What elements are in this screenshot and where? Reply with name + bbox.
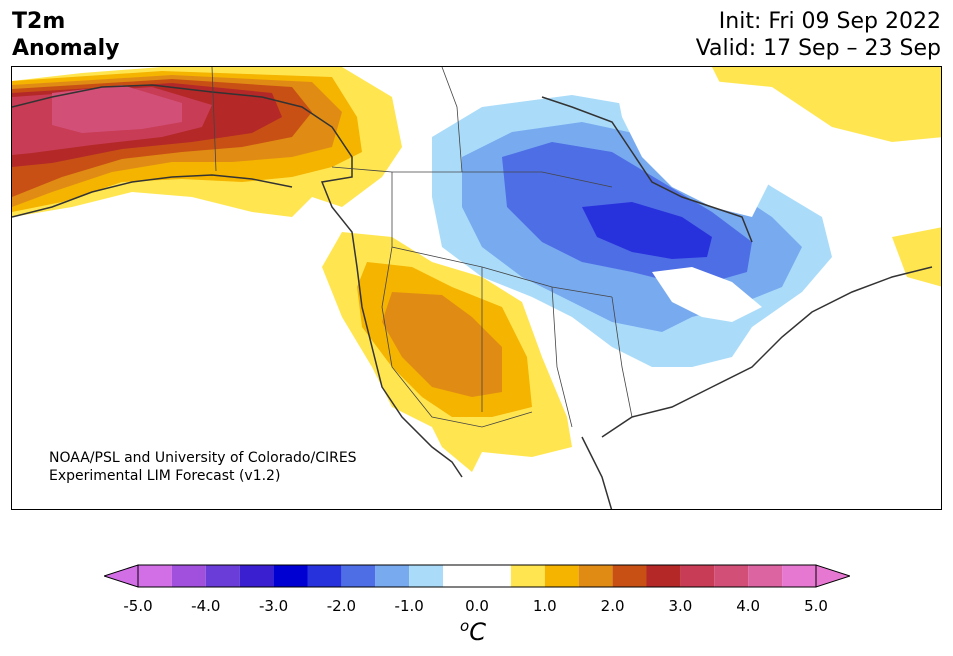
colorbar-bin — [680, 565, 715, 587]
map-title: T2m Anomaly — [12, 8, 119, 62]
borders — [211, 67, 633, 428]
colorbar-unit: oC — [460, 617, 486, 646]
colorbar-bin — [239, 565, 274, 587]
great-lakes — [652, 267, 762, 322]
nunavut-warm — [647, 67, 941, 142]
map-canvas — [12, 67, 941, 509]
colorbar-bin — [443, 565, 511, 587]
init-date: Init: Fri 09 Sep 2022 — [718, 9, 941, 34]
colorbar-outline — [137, 564, 817, 588]
labrador-warm — [892, 227, 941, 287]
alaska-warm-7 — [52, 85, 182, 133]
title-type: Anomaly — [12, 36, 120, 61]
cold-4 — [582, 202, 712, 259]
hudson-bay — [612, 67, 772, 217]
colorbar-bin — [273, 565, 308, 587]
colorbar-tick-label: -5.0 — [123, 597, 153, 615]
colorbar-tick-label: 2.0 — [600, 597, 625, 615]
colorbar-tick-label: -1.0 — [394, 597, 424, 615]
colorbar-bin — [341, 565, 376, 587]
colorbar-over-triangle — [815, 564, 850, 588]
colorbar-tick-label: 5.0 — [804, 597, 828, 615]
forecast-dates: Init: Fri 09 Sep 2022 Valid: 17 Sep – 23… — [696, 8, 941, 62]
anomaly-map — [11, 66, 942, 510]
colorbar-tick-label: 3.0 — [668, 597, 693, 615]
colorbar-bin — [375, 565, 410, 587]
colorbar-tick-label: -4.0 — [191, 597, 221, 615]
colorbar-tick-label: 4.0 — [736, 597, 761, 615]
credit-line2: Experimental LIM Forecast (v1.2) — [49, 468, 281, 484]
title-variable: T2m — [12, 9, 66, 34]
colorbar-bins — [138, 565, 816, 587]
credit-line1: NOAA/PSL and University of Colorado/CIRE… — [49, 450, 357, 466]
colorbar-under-triangle — [104, 564, 139, 588]
colorbar-bin — [409, 565, 444, 587]
valid-date: Valid: 17 Sep – 23 Sep — [695, 36, 941, 61]
colorbar-tick-label: -2.0 — [326, 597, 357, 615]
colorbar-bin — [205, 565, 240, 587]
colorbar-bin — [307, 565, 342, 587]
colorbar-tick-label: 0.0 — [465, 597, 489, 615]
colorbar-bin — [714, 565, 749, 587]
west-us-warm-3 — [382, 292, 502, 397]
colorbar-bin — [578, 565, 613, 587]
colorbar-bin — [171, 565, 206, 587]
colorbar-tick-label: -3.0 — [258, 597, 289, 615]
colorbar-bin — [782, 565, 816, 587]
colorbar — [104, 564, 850, 588]
unit-letter: C — [469, 618, 486, 646]
colorbar-bin — [748, 565, 783, 587]
credit-text: NOAA/PSL and University of Colorado/CIRE… — [49, 449, 357, 485]
colorbar-tick-label: 1.0 — [532, 597, 557, 615]
colorbar-bin — [510, 565, 545, 587]
degree-mark: o — [460, 617, 470, 635]
colorbar-bin — [544, 565, 579, 587]
colorbar-bin — [138, 565, 172, 587]
colorbar-bin — [646, 565, 681, 587]
coastlines — [12, 84, 933, 509]
colorbar-bin — [612, 565, 647, 587]
